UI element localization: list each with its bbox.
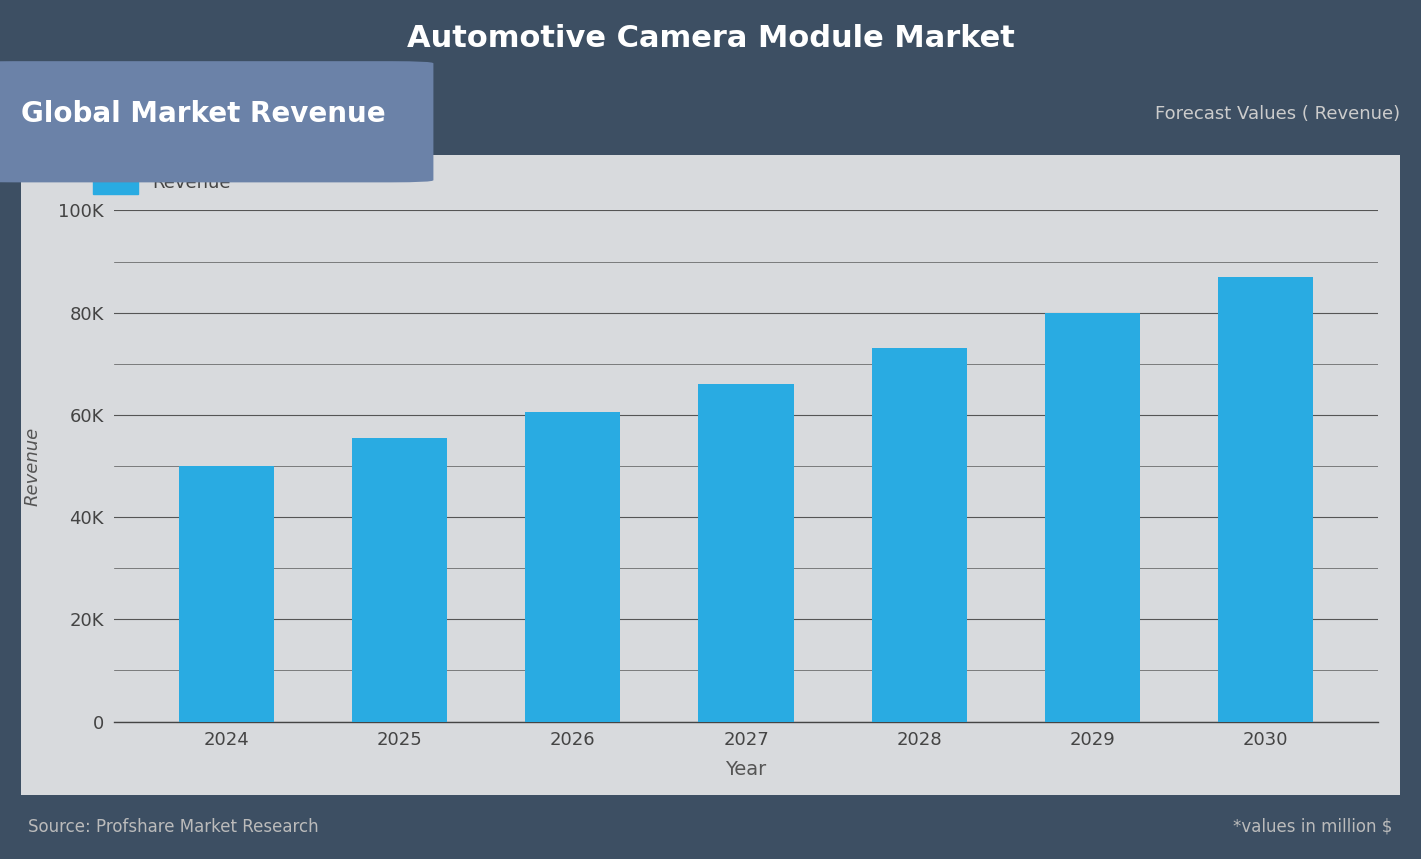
- Bar: [526, 412, 621, 722]
- Text: *values in million $: *values in million $: [1233, 818, 1393, 836]
- FancyBboxPatch shape: [0, 61, 433, 182]
- Y-axis label: Revenue: Revenue: [24, 426, 41, 506]
- Text: Forecast Values ( Revenue): Forecast Values ( Revenue): [1154, 106, 1400, 124]
- Bar: [352, 438, 448, 722]
- Bar: [871, 349, 966, 722]
- Bar: [1218, 277, 1313, 722]
- Bar: [179, 466, 274, 722]
- X-axis label: Year: Year: [725, 760, 767, 779]
- Text: Global Market Revenue: Global Market Revenue: [21, 101, 387, 129]
- Legend: Revenue: Revenue: [85, 164, 237, 201]
- Bar: [1044, 313, 1140, 722]
- Text: Source: Profshare Market Research: Source: Profshare Market Research: [28, 818, 320, 836]
- Text: Automotive Camera Module Market: Automotive Camera Module Market: [406, 24, 1015, 53]
- Bar: [698, 384, 794, 722]
